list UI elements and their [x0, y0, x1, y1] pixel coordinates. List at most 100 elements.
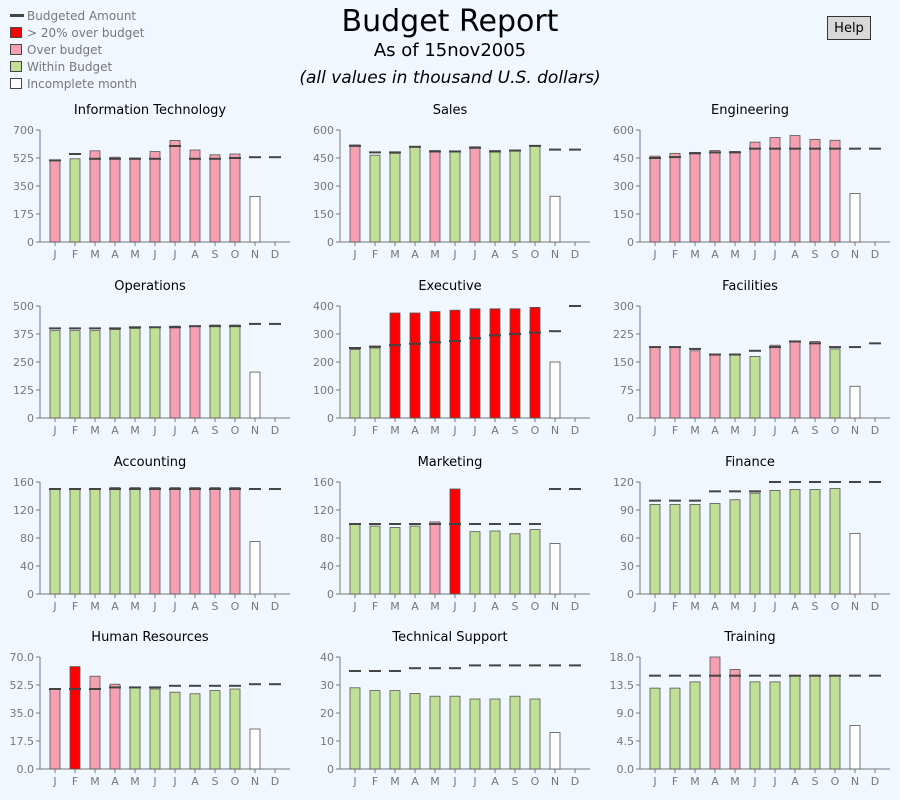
x-tick-label: M — [430, 424, 440, 437]
x-tick-label: D — [871, 600, 879, 613]
y-tick-label: 450 — [313, 152, 334, 165]
actual-bar — [509, 695, 521, 770]
actual-bar — [69, 158, 81, 243]
x-tick-label: D — [271, 424, 279, 437]
x-tick-label: S — [812, 424, 819, 437]
legend-color-swatch — [10, 61, 22, 72]
legend-item: Within Budget — [10, 58, 144, 75]
actual-bar — [709, 354, 721, 419]
y-tick-label: 18.0 — [610, 651, 635, 664]
x-tick-label: S — [512, 424, 519, 437]
x-tick-label: F — [72, 424, 78, 437]
page-title: Budget Report — [341, 4, 559, 39]
actual-bar — [769, 344, 781, 419]
x-tick-label: J — [452, 424, 456, 437]
y-tick-label: 0 — [327, 412, 334, 425]
x-tick-label: A — [791, 600, 799, 613]
actual-bar — [809, 675, 821, 770]
x-tick-label: A — [711, 424, 719, 437]
actual-bar — [649, 503, 661, 595]
actual-bar — [849, 385, 861, 419]
x-tick-label: A — [111, 600, 119, 613]
x-tick-label: J — [52, 775, 56, 788]
y-tick-label: 0 — [627, 236, 634, 249]
actual-bar — [489, 530, 501, 595]
x-tick-label: J — [752, 775, 756, 788]
actual-bar — [809, 138, 821, 243]
actual-bar — [469, 698, 481, 770]
x-tick-label: M — [730, 600, 740, 613]
page-subtitle: As of 15nov2005 — [373, 40, 527, 61]
y-tick-label: 0.0 — [617, 763, 635, 776]
chart-title: Technical Support — [391, 630, 507, 645]
x-tick-label: M — [130, 248, 140, 261]
x-tick-label: N — [251, 600, 259, 613]
y-tick-label: 120 — [613, 476, 634, 489]
y-tick-label: 150 — [613, 356, 634, 369]
actual-bar — [349, 144, 361, 243]
actual-bar — [349, 687, 361, 770]
actual-bar — [809, 341, 821, 419]
x-tick-label: N — [251, 424, 259, 437]
x-tick-label: J — [452, 600, 456, 613]
x-tick-label: M — [730, 424, 740, 437]
x-tick-label: J — [352, 775, 356, 788]
x-tick-label: A — [411, 424, 419, 437]
actual-bar — [709, 150, 721, 243]
actual-bar — [349, 523, 361, 595]
actual-bar — [489, 698, 501, 770]
y-tick-label: 700 — [13, 124, 34, 137]
actual-bar — [509, 308, 521, 419]
actual-bar — [469, 308, 481, 419]
x-tick-label: F — [72, 248, 78, 261]
actual-bar — [669, 152, 681, 243]
help-button[interactable]: Help — [827, 16, 871, 40]
actual-bar — [789, 341, 801, 419]
chart-title: Facilities — [722, 279, 778, 294]
x-tick-label: O — [231, 775, 240, 788]
x-tick-label: M — [130, 775, 140, 788]
x-tick-label: A — [491, 248, 499, 261]
x-tick-label: N — [851, 600, 859, 613]
x-tick-label: J — [652, 600, 656, 613]
legend: Budgeted Amount > 20% over budget Over bud… — [10, 7, 144, 92]
actual-bar — [129, 157, 141, 243]
y-tick-label: 125 — [13, 384, 34, 397]
x-tick-label: M — [90, 248, 100, 261]
y-tick-label: 250 — [13, 356, 34, 369]
actual-bar — [229, 688, 241, 770]
x-tick-label: J — [652, 775, 656, 788]
actual-bar — [229, 153, 241, 243]
x-tick-label: A — [491, 600, 499, 613]
y-tick-label: 100 — [313, 384, 334, 397]
actual-bar — [249, 541, 261, 595]
x-tick-label: S — [212, 775, 219, 788]
legend-item: Incomplete month — [10, 75, 144, 92]
actual-bar — [689, 681, 701, 770]
actual-bar — [149, 688, 161, 770]
chart-title: Operations — [114, 279, 186, 294]
actual-bar — [229, 487, 241, 595]
x-tick-label: A — [711, 248, 719, 261]
legend-item: Over budget — [10, 41, 144, 58]
legend-color-swatch — [10, 27, 22, 38]
x-tick-label: J — [172, 424, 176, 437]
y-tick-label: 0.0 — [17, 763, 35, 776]
units-note: (all values in thousand U.S. dollars) — [299, 68, 601, 88]
x-tick-label: S — [512, 775, 519, 788]
actual-bar — [469, 146, 481, 243]
x-tick-label: J — [52, 424, 56, 437]
x-tick-label: N — [551, 424, 559, 437]
x-tick-label: M — [430, 775, 440, 788]
x-tick-label: A — [111, 424, 119, 437]
actual-bar — [69, 666, 81, 770]
actual-bar — [109, 329, 121, 419]
legend-item: Budgeted Amount — [10, 7, 144, 24]
actual-bar — [69, 488, 81, 595]
x-tick-label: J — [772, 775, 776, 788]
actual-bar — [689, 350, 701, 419]
x-tick-label: A — [411, 248, 419, 261]
chart-title: Information Technology — [74, 103, 227, 118]
